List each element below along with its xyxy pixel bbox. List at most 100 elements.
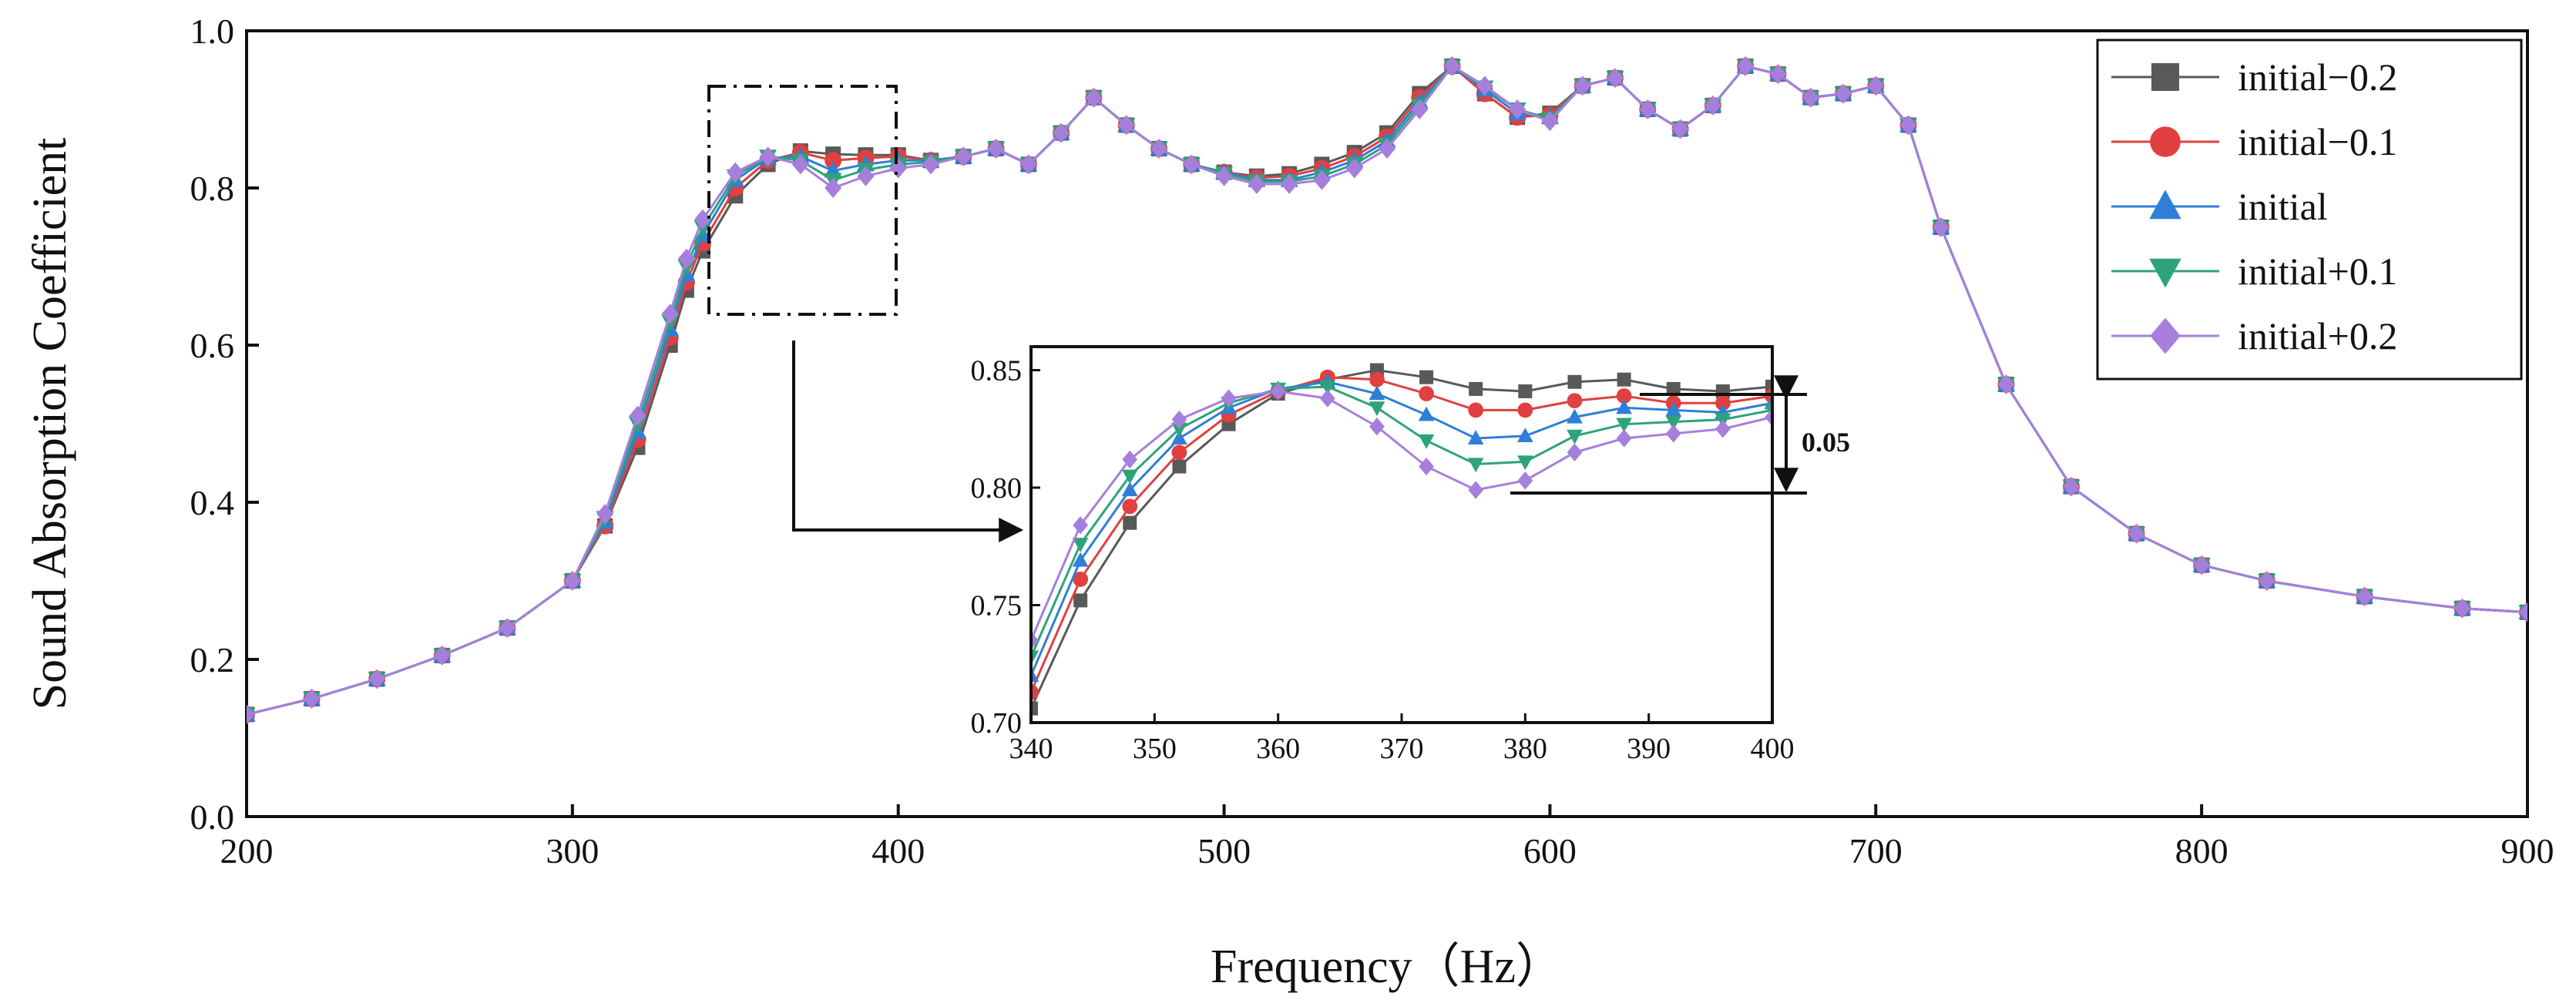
inset-series-line: [1031, 376, 1772, 693]
inset-data-point: [1122, 498, 1138, 515]
inset-data-point: [1468, 481, 1484, 499]
data-point: [2128, 523, 2145, 544]
inset-data-point: [1171, 422, 1187, 438]
inset-data-point: [1567, 393, 1583, 409]
x-tick-label: 700: [1849, 831, 1903, 870]
legend-marker: [2150, 317, 2181, 354]
y-tick-label: 0.4: [190, 483, 235, 522]
data-point: [727, 162, 744, 183]
legend-marker: [2149, 258, 2181, 288]
data-point: [1150, 139, 1167, 159]
data-point: [1867, 75, 1885, 96]
inset-data-point: [1031, 667, 1039, 683]
inset-data-point: [1665, 424, 1681, 443]
x-tick-label: 900: [2501, 831, 2554, 870]
data-point: [1085, 87, 1103, 108]
inset-data-point: [1518, 384, 1533, 398]
data-point: [2193, 555, 2211, 575]
inset-x-tick-label: 390: [1627, 733, 1671, 765]
legend-marker: [2150, 126, 2181, 157]
inset-data-point: [1765, 408, 1772, 427]
zoom-box: [707, 85, 898, 316]
data-point: [1541, 111, 1559, 132]
data-point: [1802, 87, 1819, 108]
inset-x-tick-label: 400: [1751, 733, 1795, 765]
inset-data-point: [1369, 401, 1385, 417]
data-point: [2453, 598, 2471, 619]
inset-data-point: [1369, 385, 1385, 401]
inset-y-tick-label: 0.85: [971, 355, 1023, 387]
data-point: [1411, 99, 1429, 119]
x-axis-label: Frequency（Hz）: [1211, 941, 1563, 993]
data-point: [1509, 99, 1526, 119]
zoom-connector-arrow: [792, 340, 1024, 542]
inset-data-point: [1121, 481, 1138, 497]
legend-label: initial−0.1: [2238, 120, 2397, 163]
data-point: [303, 689, 321, 709]
inset-data-point: [1419, 386, 1434, 401]
y-tick-label: 0.0: [190, 797, 235, 837]
inset-data-point: [1467, 430, 1484, 445]
inset-data-point: [1665, 401, 1682, 417]
legend-label: initial+0.2: [2238, 314, 2397, 357]
data-point: [661, 304, 679, 324]
data-point: [2063, 476, 2080, 497]
data-point: [2519, 602, 2527, 622]
data-point: [433, 645, 451, 666]
inset-data-point: [1567, 429, 1583, 444]
inset-y-tick-label: 0.80: [971, 472, 1023, 505]
data-point: [825, 178, 842, 198]
data-point: [499, 618, 516, 639]
inset-data-point: [1319, 380, 1336, 395]
data-point: [1737, 55, 1755, 76]
inset-data-point: [1072, 552, 1089, 567]
inset-data-point: [1467, 458, 1484, 473]
inset-series: [1031, 363, 1772, 716]
inset-data-point: [1616, 388, 1632, 404]
inset-data-point: [1073, 593, 1088, 608]
inset-data-point: [1517, 402, 1533, 418]
data-point: [1573, 75, 1591, 96]
inset-data-point: [1172, 459, 1187, 474]
data-point: [1639, 99, 1657, 119]
inset-series-line: [1031, 390, 1772, 641]
data-point: [791, 154, 809, 175]
legend-label: initial−0.2: [2238, 55, 2397, 99]
inset-data-point: [1715, 395, 1731, 411]
y-tick-label: 0.2: [190, 640, 235, 679]
legend-marker: [2151, 63, 2179, 91]
inset-data-point: [1468, 402, 1484, 418]
inset-x-tick-label: 360: [1256, 733, 1300, 765]
data-point: [563, 571, 581, 591]
legend: initial−0.2 initial−0.1 initial initial+0.1…: [2096, 39, 2523, 381]
inset-x-tick-label: 370: [1380, 733, 1424, 765]
legend-marker: [2149, 190, 2181, 220]
inset-data-point: [1171, 430, 1187, 445]
data-point: [1281, 173, 1298, 194]
data-point: [1704, 95, 1721, 116]
inset-data-point: [1319, 389, 1335, 408]
inset-data-point: [1073, 516, 1089, 535]
legend-item-4: initial+0.1: [2111, 250, 2397, 293]
data-point: [2258, 571, 2275, 591]
plot-frame: [245, 29, 2529, 818]
data-point: [1053, 122, 1070, 143]
inset-y-tick-label: 0.75: [971, 590, 1023, 622]
inset-y-tick-label: 0.70: [971, 707, 1023, 740]
inset-data-point: [1369, 371, 1385, 387]
inset-series-5: [1031, 382, 1772, 649]
inset-data-point: [1122, 450, 1138, 469]
inset-data-point: [1665, 415, 1682, 431]
inset-data-point: [1031, 684, 1039, 700]
data-point: [1932, 217, 1950, 237]
data-point: [1345, 158, 1363, 179]
inset-x-tick-label: 340: [1009, 733, 1053, 765]
data-point: [1183, 154, 1201, 175]
data-point: [1476, 75, 1493, 96]
data-point: [889, 158, 907, 179]
data-point: [1607, 68, 1624, 89]
inset-x-tick-label: 380: [1503, 733, 1547, 765]
data-point: [1215, 166, 1233, 186]
inset-data-point: [1031, 650, 1039, 666]
